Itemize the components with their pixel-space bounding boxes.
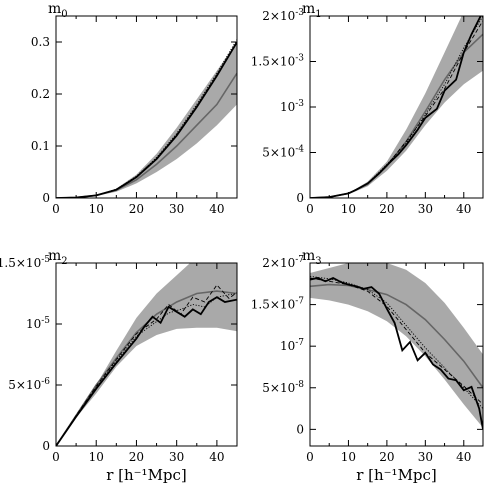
series-line-thick: [56, 296, 237, 446]
series-line-thick: [310, 16, 482, 198]
series-line-dotted: [56, 293, 237, 446]
y-tick-label: 0.2: [31, 87, 50, 101]
y-tick-label: 0: [296, 422, 304, 436]
y-tick-label: 0: [42, 439, 50, 453]
x-tick-label: 10: [89, 202, 104, 216]
plot-frame: [55, 15, 238, 199]
plot-frame: [309, 262, 484, 447]
x-tick-label: 40: [209, 202, 224, 216]
scatter-band: [310, 263, 483, 428]
x-tick-label: 0: [52, 202, 60, 216]
x-tick-label: 20: [379, 450, 394, 464]
x-tick-label: 40: [456, 450, 471, 464]
scatter-band: [310, 16, 483, 198]
series-line-dotted: [310, 275, 483, 409]
x-tick-label: 10: [89, 450, 104, 464]
y-tick-label: 0: [42, 191, 50, 205]
y-tick-label: 2×10-3: [262, 8, 304, 23]
y-tick-label: 10-7: [280, 338, 304, 353]
scatter-band: [56, 42, 237, 198]
panel-title: m0: [48, 1, 68, 20]
x-tick-label: 30: [418, 202, 433, 216]
y-tick-label: 5×10-8: [262, 380, 304, 395]
x-tick-label: 10: [341, 450, 356, 464]
x-tick-label: 30: [418, 450, 433, 464]
y-tick-label: 0: [296, 191, 304, 205]
series-line-dashed: [56, 284, 237, 446]
series-line-thick: [310, 277, 483, 430]
y-tick-label: 0.1: [31, 139, 50, 153]
y-tick-label: 0.3: [31, 35, 50, 49]
plot-area: [56, 39, 237, 198]
x-axis-label: r [h⁻¹Mpc]: [106, 466, 187, 484]
plot-area: [310, 16, 483, 198]
y-tick-label: 5×10-6: [8, 377, 50, 392]
x-tick-label: 0: [306, 450, 314, 464]
plot-frame: [55, 262, 238, 447]
scatter-band: [56, 263, 237, 446]
y-tick-label: 2×10-7: [262, 255, 304, 270]
plot-area: [56, 263, 237, 446]
series-line-mean: [310, 283, 483, 389]
panel-title: m3: [302, 248, 322, 267]
panel-title: m1: [302, 1, 322, 20]
y-tick-label: 10-5: [26, 316, 50, 331]
x-axis-label: r [h⁻¹Mpc]: [356, 466, 437, 484]
y-tick-label: 1.5×10-3: [251, 54, 304, 69]
x-tick-label: 20: [379, 202, 394, 216]
y-tick-label: 10-3: [280, 99, 304, 114]
panel-1: 0 10 20 30 40 0 5×10-4 10-3 1.5×10-3 2×10-3m1: [251, 1, 484, 216]
y-tick-label: 1.5×10-5: [0, 255, 50, 270]
x-tick-label: 0: [52, 450, 60, 464]
x-tick-label: 20: [129, 202, 144, 216]
y-tick-label: 5×10-4: [262, 145, 304, 160]
x-tick-label: 20: [129, 450, 144, 464]
series-line-dashed: [310, 277, 483, 405]
panel-title: m2: [48, 248, 68, 267]
x-tick-label: 30: [169, 450, 184, 464]
x-tick-label: 30: [169, 202, 184, 216]
x-tick-label: 40: [209, 450, 224, 464]
x-tick-label: 40: [456, 202, 471, 216]
plot-area: [310, 263, 483, 430]
series-line-dashed: [56, 42, 237, 198]
panel-2: 0 10 20 30 40 0 5×10-6 10-5 1.5×10-5m2 r [h⁻¹Mpc]: [0, 248, 238, 484]
panel-3: 0 10 20 30 40 0 5×10-8 10-7 1.5×10-7 2×10-7m3 r [h…: [251, 248, 484, 484]
series-line-dashed: [310, 20, 483, 198]
x-tick-label: 0: [306, 202, 314, 216]
x-tick-label: 10: [341, 202, 356, 216]
panel-0: 0 10 20 30 40 0 0.1 0.2 0.3 m0: [31, 1, 238, 216]
series-line-dotted: [56, 39, 237, 198]
y-tick-label: 1.5×10-7: [251, 297, 304, 312]
